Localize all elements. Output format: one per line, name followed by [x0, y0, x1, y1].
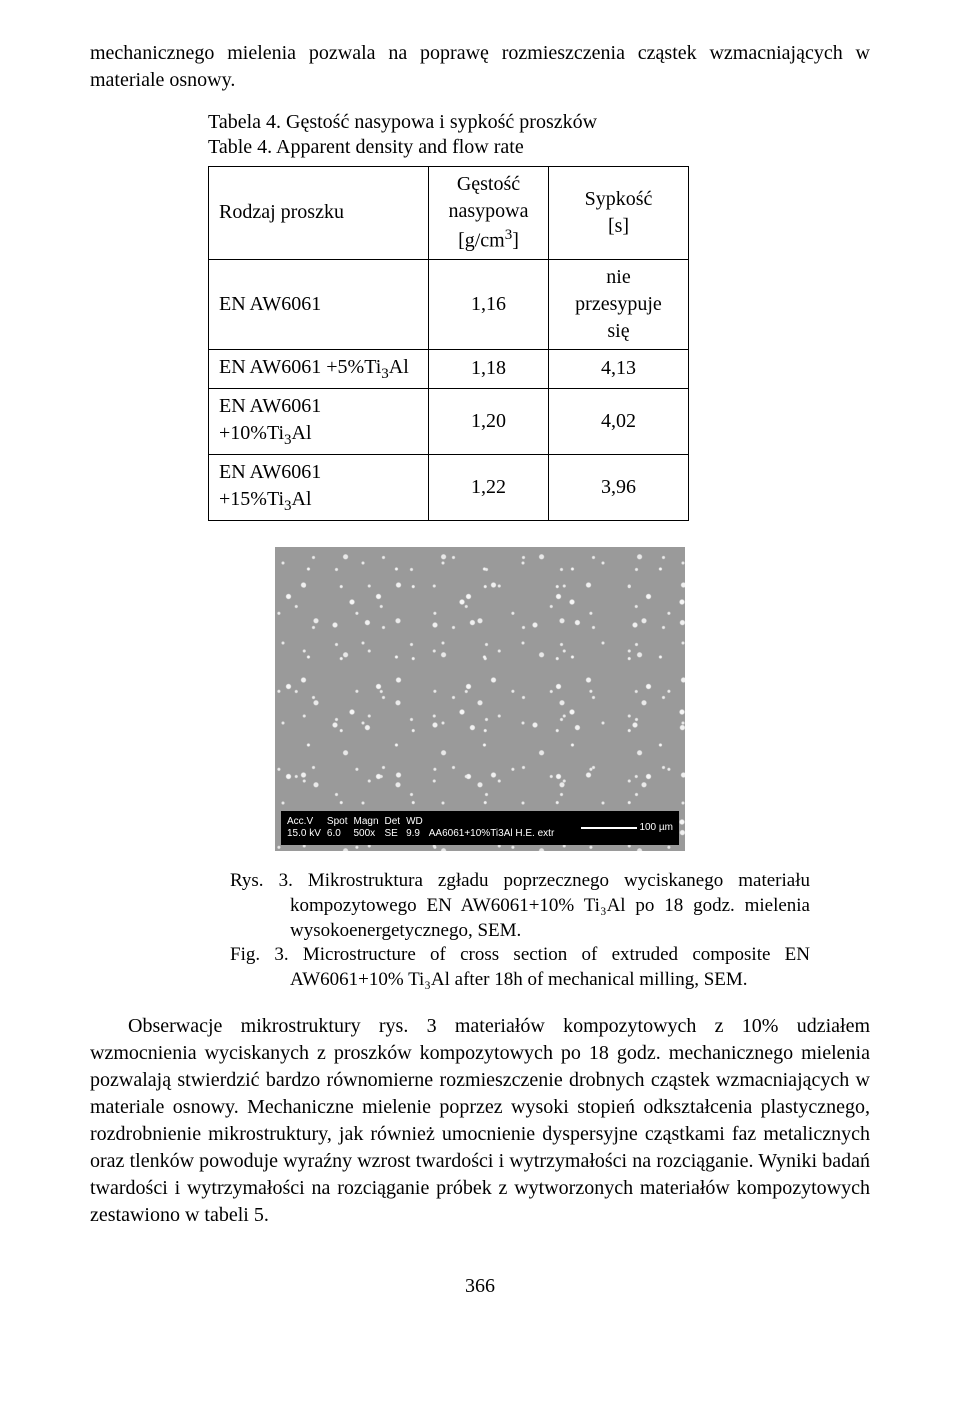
sem-magn: Magn500x	[354, 816, 379, 840]
sem-scale: 100 µm	[581, 822, 673, 834]
cell: EN AW6061 +10%Ti3Al	[209, 388, 429, 454]
figure-caption-en: Fig. 3. Microstructure of cross section …	[230, 943, 810, 992]
cell: 1,22	[429, 455, 549, 521]
table-row: Rodzaj proszku Gęstość nasypowa [g/cm3] …	[209, 167, 689, 260]
sem-accv: Acc.V15.0 kV	[287, 816, 321, 840]
sem-micrograph: Acc.V15.0 kV Spot6.0 Magn500x DetSE WD9.…	[275, 547, 685, 851]
th-gestosc: Gęstość nasypowa [g/cm3]	[429, 167, 549, 260]
cell: 4,02	[549, 388, 689, 454]
cell: nie przesypuje się	[549, 259, 689, 349]
sem-spot: Spot6.0	[327, 816, 348, 840]
cell: 1,16	[429, 259, 549, 349]
table-caption: Tabela 4. Gęstość nasypowa i sypkość pro…	[208, 110, 870, 160]
cell: EN AW6061 +15%Ti3Al	[209, 455, 429, 521]
sem-texture	[275, 547, 685, 851]
sem-wd: WD9.9	[406, 816, 423, 840]
page-number: 366	[90, 1273, 870, 1300]
sem-info-bar: Acc.V15.0 kV Spot6.0 Magn500x DetSE WD9.…	[281, 811, 679, 845]
table-row: EN AW6061 +10%Ti3Al 1,20 4,02	[209, 388, 689, 454]
table-row: EN AW6061 +5%Ti3Al 1,18 4,13	[209, 349, 689, 388]
density-table: Rodzaj proszku Gęstość nasypowa [g/cm3] …	[208, 166, 689, 521]
cell: 3,96	[549, 455, 689, 521]
th-sypkosc: Sypkość [s]	[549, 167, 689, 260]
th-rodzaj: Rodzaj proszku	[209, 167, 429, 260]
figure-caption-pl: Rys. 3. Mikrostruktura zgładu poprzeczne…	[230, 869, 810, 943]
cell: 1,20	[429, 388, 549, 454]
cell: 4,13	[549, 349, 689, 388]
cell: 1,18	[429, 349, 549, 388]
sem-sample: AA6061+10%Ti3Al H.E. extr	[429, 816, 555, 840]
figure-caption: Rys. 3. Mikrostruktura zgładu poprzeczne…	[230, 869, 810, 992]
cell: EN AW6061 +5%Ti3Al	[209, 349, 429, 388]
cell: EN AW6061	[209, 259, 429, 349]
table-row: EN AW6061 +15%Ti3Al 1,22 3,96	[209, 455, 689, 521]
table-caption-en: Table 4. Apparent density and flow rate	[208, 136, 524, 158]
sem-det: DetSE	[385, 816, 401, 840]
body-paragraph: Obserwacje mikrostruktury rys. 3 materia…	[90, 1013, 870, 1229]
intro-paragraph: mechanicznego mielenia pozwala na popraw…	[90, 40, 870, 94]
table-row: EN AW6061 1,16 nie przesypuje się	[209, 259, 689, 349]
table-caption-pl: Tabela 4. Gęstość nasypowa i sypkość pro…	[208, 111, 597, 133]
table-4: Rodzaj proszku Gęstość nasypowa [g/cm3] …	[208, 166, 870, 521]
